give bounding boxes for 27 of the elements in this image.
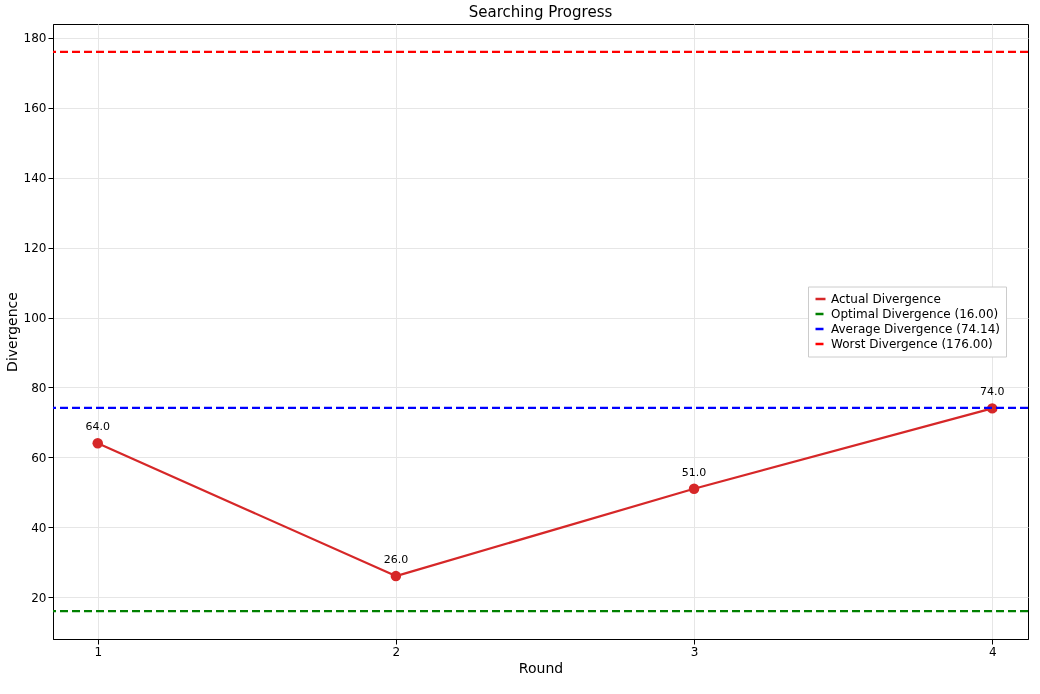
legend-label: Worst Divergence (176.00)	[831, 337, 993, 351]
legend-label: Average Divergence (74.14)	[831, 322, 1000, 336]
legend-label: Optimal Divergence (16.00)	[831, 307, 999, 321]
y-tick-label: 140	[23, 171, 47, 186]
x-tick-label: 1	[94, 644, 103, 659]
legend-label: Actual Divergence	[831, 292, 941, 306]
x-axis-title: Round	[518, 659, 564, 676]
point	[688, 483, 700, 494]
y-tick-label: 180	[23, 31, 47, 46]
data-label: 26.0	[383, 553, 409, 567]
data-label: 51.0	[681, 465, 707, 479]
x-tick-label: 4	[988, 644, 997, 659]
data-label: 64.0	[85, 420, 110, 434]
y-axis-title: Divergence	[3, 292, 20, 372]
x-tick-label: 2	[392, 644, 401, 659]
y-tick-label: 120	[23, 241, 47, 256]
point	[390, 570, 402, 582]
y-tick-label: 40	[31, 520, 47, 535]
y-tick-label: 60	[31, 450, 47, 465]
y-tick-label: 20	[31, 590, 47, 605]
point	[92, 438, 103, 449]
chart-title: Searching Progress	[468, 3, 613, 21]
y-tick-label: 160	[23, 101, 47, 116]
x-tick-label: 3	[690, 644, 699, 659]
y-tick-label: 100	[23, 311, 47, 326]
data-label: 74.0	[979, 385, 1005, 399]
y-tick-label: 80	[31, 380, 47, 395]
